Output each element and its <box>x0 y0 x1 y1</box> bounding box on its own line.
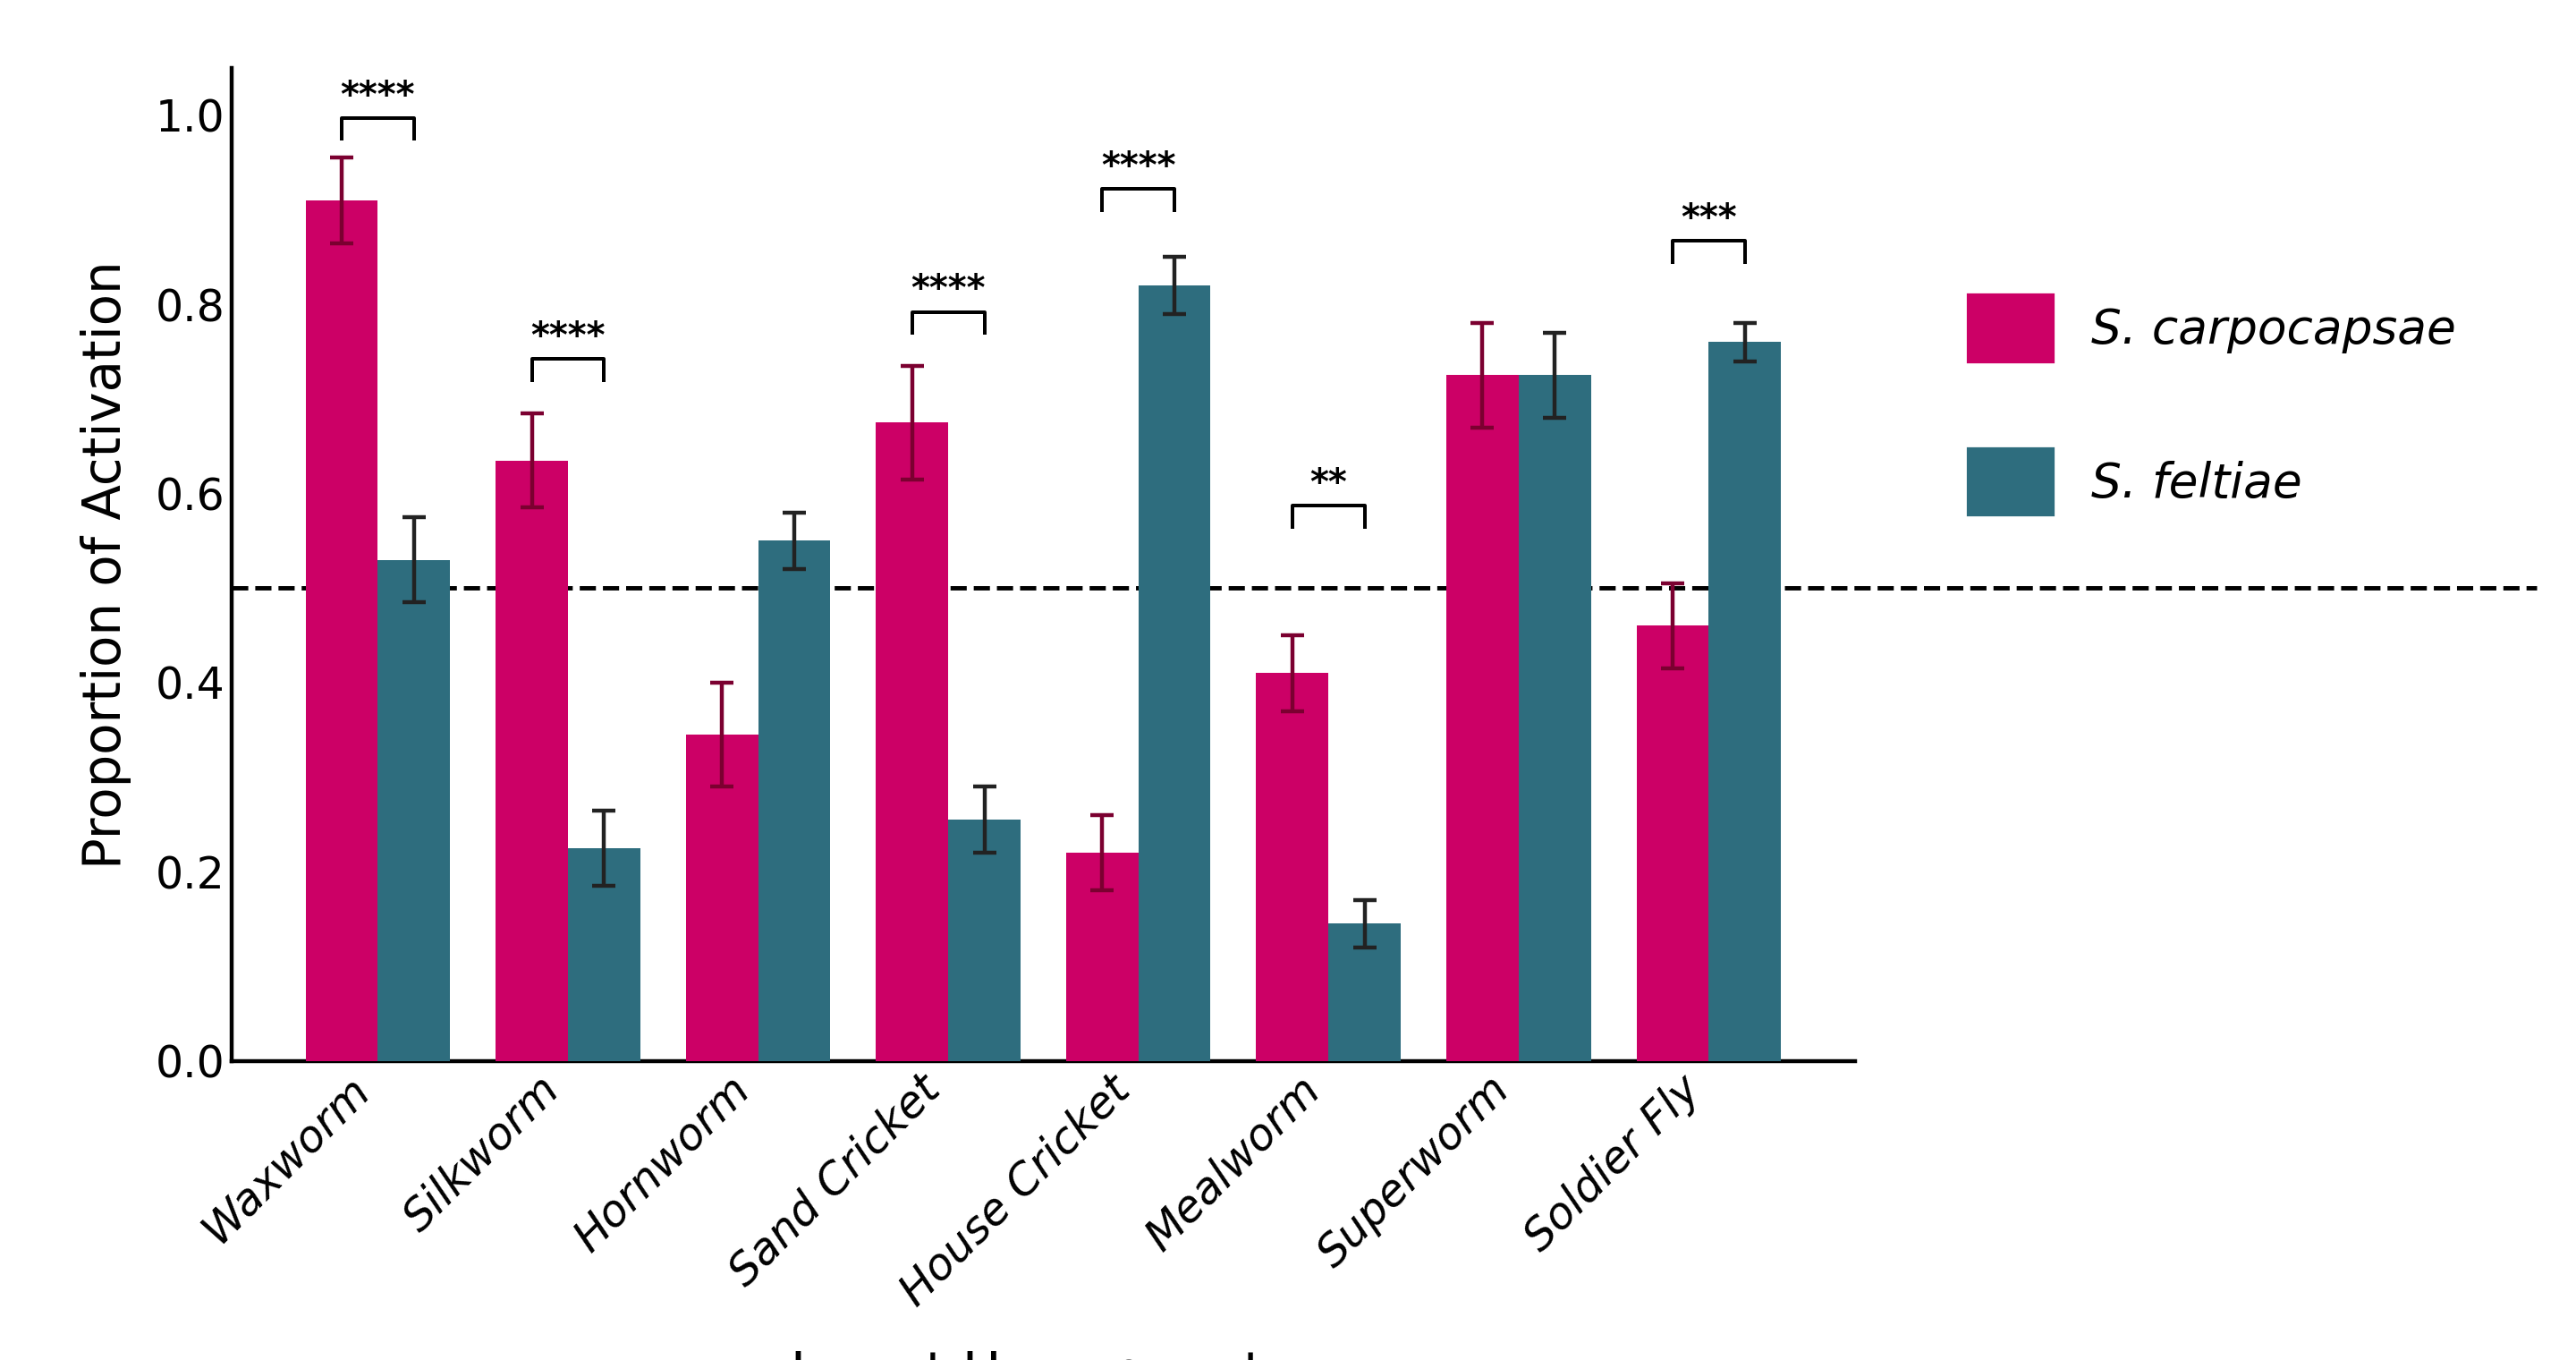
Bar <box>379 560 451 1061</box>
Bar <box>495 461 567 1061</box>
Bar <box>1066 853 1139 1061</box>
Bar <box>307 200 379 1061</box>
Bar <box>685 734 757 1061</box>
Bar <box>1445 375 1520 1061</box>
X-axis label: Insect Homogenate: Insect Homogenate <box>791 1349 1296 1360</box>
Y-axis label: Proportion of Activation: Proportion of Activation <box>80 260 131 869</box>
Bar <box>1329 923 1401 1061</box>
Bar <box>1257 673 1329 1061</box>
Bar <box>1708 343 1780 1061</box>
Bar <box>1636 626 1708 1061</box>
Text: ****: **** <box>1100 150 1175 185</box>
Bar <box>1520 375 1592 1061</box>
Bar <box>948 820 1020 1061</box>
Text: ****: **** <box>531 320 605 355</box>
Bar <box>1139 286 1211 1061</box>
Bar <box>567 849 641 1061</box>
Bar <box>757 541 829 1061</box>
Legend: S. carpocapsae, S. feltiae: S. carpocapsae, S. feltiae <box>1942 271 2481 539</box>
Text: ****: **** <box>912 272 987 309</box>
Text: **: ** <box>1309 466 1347 502</box>
Text: ***: *** <box>1680 201 1736 237</box>
Text: ****: **** <box>340 79 415 114</box>
Bar <box>876 423 948 1061</box>
